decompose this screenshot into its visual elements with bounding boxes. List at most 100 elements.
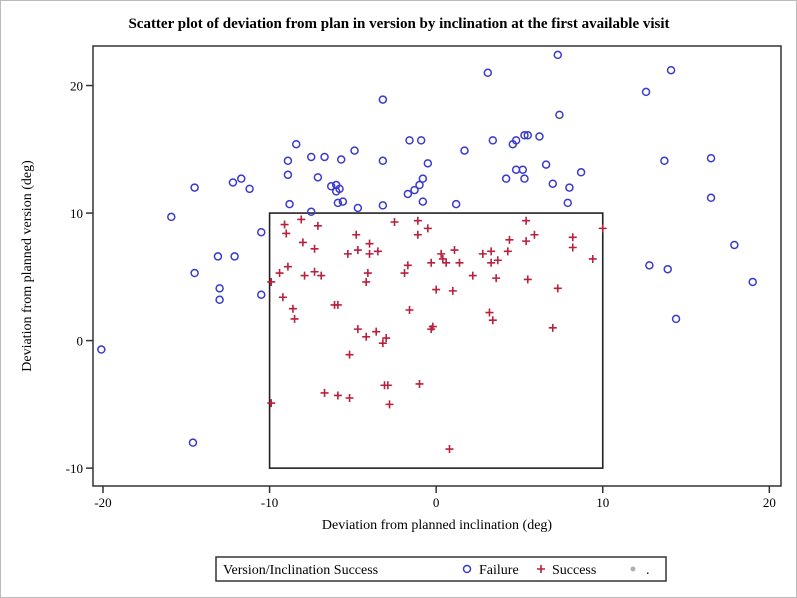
success-point [298, 238, 307, 247]
axes: -20 -10 0 10 20 -10 0 10 20 [66, 45, 782, 510]
legend-missing-marker [630, 566, 636, 572]
success-point [267, 399, 276, 408]
chart-title: Scatter plot of deviation from plan in v… [128, 16, 669, 32]
failure-point [535, 132, 544, 141]
success-point [283, 262, 292, 271]
success-point [317, 271, 326, 280]
reference-box [268, 212, 604, 469]
success-point [353, 246, 362, 255]
failure-point [378, 201, 388, 210]
failure-point [97, 345, 106, 354]
success-point [548, 323, 557, 332]
failure-point [518, 165, 528, 174]
failure-point [541, 160, 551, 169]
success-point [405, 306, 414, 314]
success-point [522, 216, 531, 225]
failure-point [237, 174, 246, 183]
success-point [333, 300, 342, 309]
success-point [343, 249, 352, 258]
failure-point [190, 183, 199, 192]
success-point [492, 274, 501, 283]
legend-success-label: Success [552, 563, 596, 578]
failure-point [418, 197, 428, 206]
success-point [413, 216, 422, 225]
failure-point [230, 252, 239, 261]
failure-point [213, 252, 223, 261]
failure-point [283, 170, 293, 180]
success-point [288, 304, 297, 313]
legend-failure-marker [462, 564, 472, 574]
failure-point [326, 182, 336, 191]
legend-failure-label: Failure [479, 563, 519, 578]
success-point [487, 247, 496, 256]
failure-point [511, 136, 521, 145]
failure-point [671, 314, 681, 324]
failure-point [333, 198, 343, 208]
failure-point [215, 284, 224, 293]
success-point [382, 334, 391, 343]
failure-point [378, 95, 388, 104]
failure-point [576, 168, 586, 177]
success-point [383, 381, 392, 390]
success-point [428, 322, 437, 331]
success-point [503, 247, 512, 256]
failure-point [245, 184, 254, 194]
failure-point [501, 174, 511, 183]
failure-point [353, 203, 363, 213]
failure-point [331, 187, 341, 196]
success-point [352, 230, 361, 239]
failure-point [520, 174, 529, 183]
success-point [522, 237, 531, 246]
failure-point [306, 152, 316, 162]
success-point [310, 267, 319, 276]
x-axis-label: Deviation from planned inclination (deg) [322, 518, 552, 533]
failure-point [336, 155, 346, 164]
success-point [415, 379, 424, 388]
success-point [282, 229, 291, 238]
failure-point [416, 136, 426, 145]
failure-point [706, 153, 716, 163]
failure-point [291, 139, 301, 149]
failure-point [660, 156, 669, 166]
failure-point [663, 264, 672, 274]
success-point [385, 400, 394, 409]
success-point [455, 258, 464, 267]
success-point [505, 235, 514, 244]
failure-point [410, 185, 419, 195]
failure-point [350, 146, 359, 155]
success-point [353, 325, 362, 334]
failure-point [378, 156, 388, 166]
failure-point [483, 68, 493, 78]
y-tick-label: 10 [70, 206, 83, 221]
success-point [432, 285, 441, 294]
failure-point [257, 290, 266, 299]
failure-point [320, 152, 329, 162]
y-tick-label: -10 [66, 461, 83, 476]
failure-point [548, 179, 558, 188]
success-point [448, 286, 457, 295]
success-point [403, 261, 412, 270]
success-point [598, 224, 607, 233]
success-point [485, 308, 494, 317]
failure-point [641, 87, 651, 97]
success-point [493, 256, 502, 265]
legend-success-marker [537, 565, 545, 573]
failure-point [666, 65, 676, 75]
success-point [400, 269, 409, 278]
success-point [333, 391, 342, 400]
success-point [365, 239, 374, 248]
success-point [310, 244, 319, 253]
success-point [437, 249, 446, 258]
failure-point [405, 136, 414, 145]
success-point [468, 271, 477, 280]
success-point [345, 350, 354, 359]
success-point [297, 215, 306, 224]
success-point [365, 249, 374, 258]
failure-point [338, 197, 348, 206]
success-point [275, 269, 284, 278]
success-point [313, 221, 322, 230]
failure-point [645, 261, 654, 270]
success-point [300, 271, 309, 280]
